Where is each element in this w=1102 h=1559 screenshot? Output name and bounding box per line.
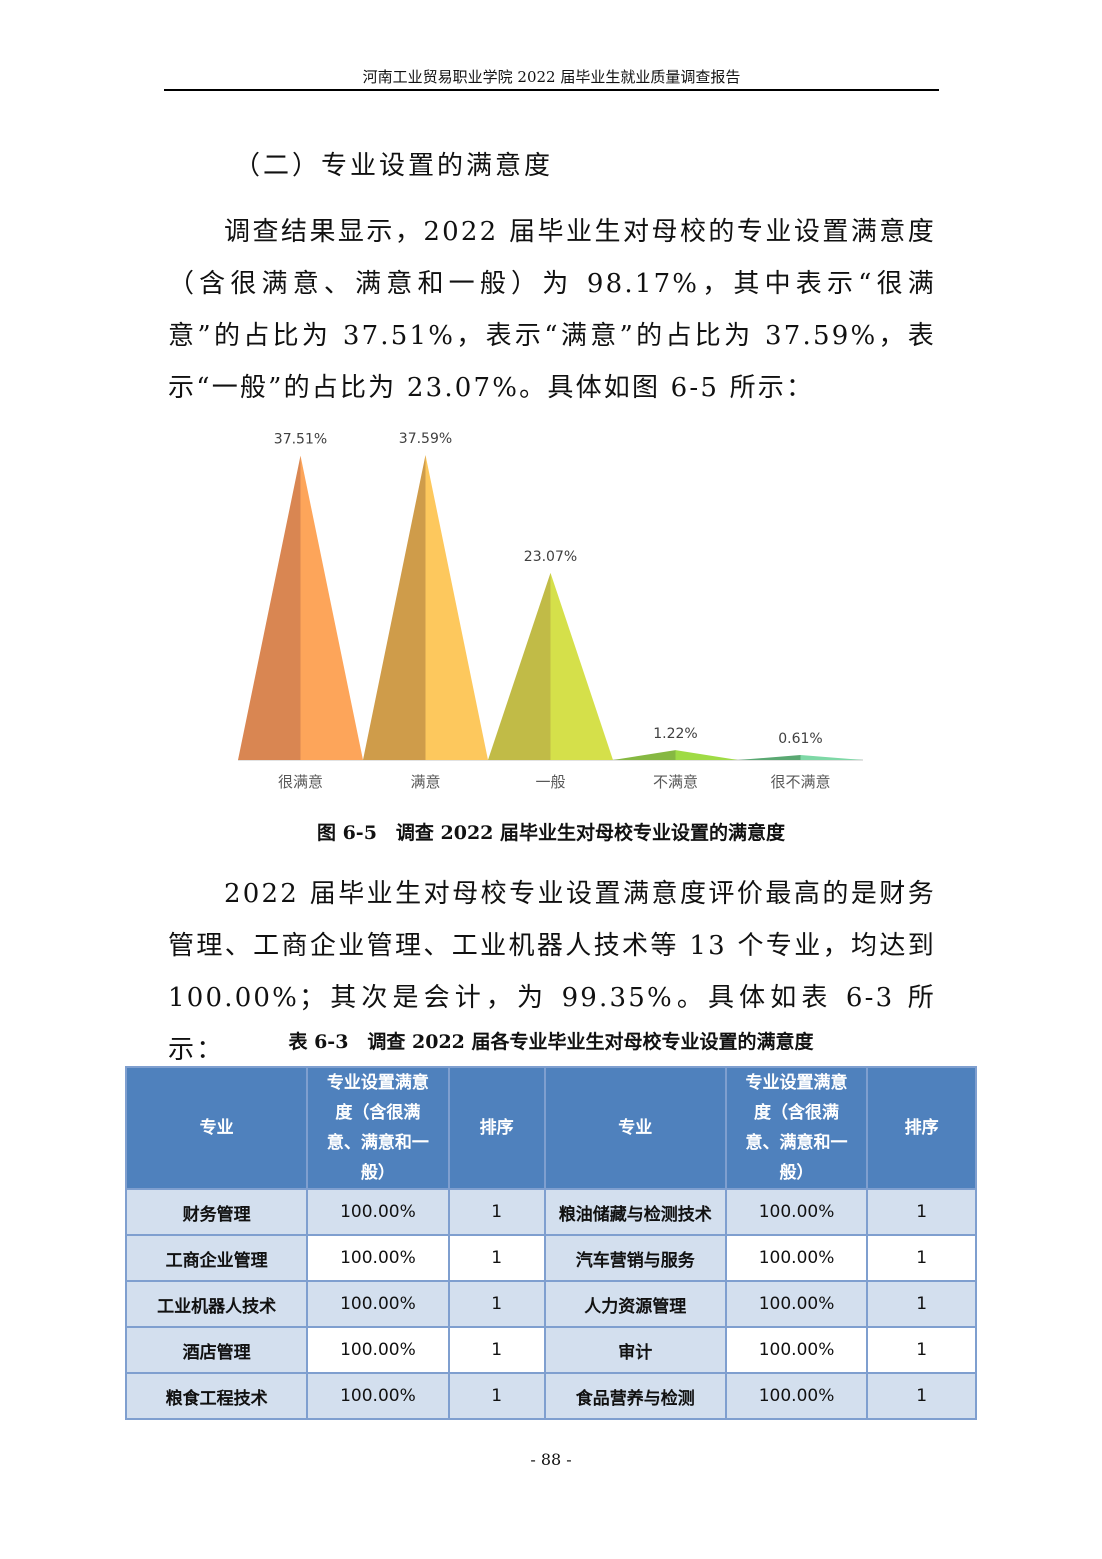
bar-left-0 (238, 455, 301, 760)
running-header: 河南工业贸易职业学院 2022 届毕业生就业质量调查报告 (362, 68, 741, 86)
satisfaction-cell: 100.00% (306, 1234, 450, 1282)
category-label: 很不满意 (770, 773, 830, 791)
rank-cell: 1 (447, 1280, 546, 1328)
satisfaction-cell: 100.00% (306, 1326, 450, 1374)
major-cell: 粮食工程技术 (124, 1372, 309, 1420)
figure-caption: 图 6-5 调查 2022 届毕业生对母校专业设置的满意度 (316, 822, 786, 844)
table-row: 酒店管理 100.00% 1 审计 100.00% 1 (124, 1326, 977, 1374)
bar-right-2 (550, 572, 613, 760)
satisfaction-cell: 100.00% (724, 1234, 869, 1282)
data-label: 37.51% (274, 432, 327, 448)
section-title: （二）专业设置的满意度 (234, 151, 554, 181)
data-label: 0.61% (778, 731, 822, 747)
rank-cell: 1 (866, 1372, 977, 1420)
bar-right-4 (800, 755, 863, 760)
paragraph-2: 2022 届毕业生对母校专业设置满意度评价最高的是财务管理、工商企业管理、工业机… (168, 879, 936, 1065)
page-number: - 88 - (530, 1450, 572, 1469)
header-rule (164, 89, 939, 91)
category-label: 满意 (410, 773, 440, 791)
satisfaction-table: 专业 专业设置满意度（含很满意、满意和一般） 排序 专业 专业设置满意度（含很满意、满意… (124, 1066, 977, 1420)
major-cell: 财务管理 (124, 1188, 309, 1236)
satisfaction-cell: 100.00% (724, 1326, 869, 1374)
major-cell: 酒店管理 (124, 1326, 309, 1374)
table-caption: 表 6-3 调查 2022 届各专业毕业生对母校专业设置的满意度 (288, 1031, 814, 1053)
rank-cell: 1 (866, 1234, 977, 1282)
data-label: 23.07% (524, 549, 577, 565)
rank-cell: 1 (866, 1280, 977, 1328)
bar-left-1 (363, 455, 426, 760)
table-row: 粮食工程技术 100.00% 1 食品营养与检测 100.00% 1 (124, 1372, 977, 1420)
major-cell: 粮油储藏与检测技术 (543, 1188, 727, 1236)
bar-right-0 (300, 455, 363, 760)
category-label: 一般 (535, 773, 565, 791)
bar-right-3 (675, 750, 738, 760)
table-row: 工商企业管理 100.00% 1 汽车营销与服务 100.00% 1 (124, 1234, 977, 1282)
bar-right-1 (425, 455, 488, 760)
bar-left-2 (488, 572, 551, 760)
satisfaction-cell: 100.00% (306, 1372, 450, 1420)
bar-left-4 (738, 755, 801, 760)
rank-cell: 1 (866, 1188, 977, 1236)
column-header: 排序 (866, 1066, 977, 1190)
satisfaction-cell: 100.00% (306, 1188, 450, 1236)
data-label: 1.22% (653, 726, 697, 742)
paragraph-1: 调查结果显示，2022 届毕业生对母校的专业设置满意度（含很满意、满意和一般）为… (168, 217, 936, 403)
satisfaction-cell: 100.00% (724, 1280, 869, 1328)
major-cell: 工商企业管理 (124, 1234, 309, 1282)
table-row: 工业机器人技术 100.00% 1 人力资源管理 100.00% 1 (124, 1280, 977, 1328)
rank-cell: 1 (447, 1188, 546, 1236)
column-header: 专业 (543, 1066, 727, 1190)
rank-cell: 1 (866, 1326, 977, 1374)
satisfaction-cell: 100.00% (724, 1372, 869, 1420)
major-cell: 工业机器人技术 (124, 1280, 309, 1328)
column-header: 专业设置满意度（含很满意、满意和一般） (724, 1066, 869, 1190)
major-cell: 审计 (543, 1326, 727, 1374)
satisfaction-cell: 100.00% (724, 1188, 869, 1236)
table-row: 财务管理 100.00% 1 粮油储藏与检测技术 100.00% 1 (124, 1188, 977, 1236)
bar-left-3 (613, 750, 676, 760)
major-cell: 人力资源管理 (543, 1280, 727, 1328)
column-header: 专业设置满意度（含很满意、满意和一般） (306, 1066, 450, 1190)
satisfaction-chart: 37.51% 很满意 37.59% 满意 23.07% 一般 1.22% 不满意 0.61% 很不… (238, 431, 863, 791)
category-label: 不满意 (653, 773, 698, 791)
column-header: 专业 (124, 1066, 309, 1190)
category-label: 很满意 (278, 773, 323, 791)
data-label: 37.59% (399, 431, 452, 447)
major-cell: 汽车营销与服务 (543, 1234, 727, 1282)
rank-cell: 1 (447, 1326, 546, 1374)
column-header: 排序 (447, 1066, 546, 1190)
major-cell: 食品营养与检测 (543, 1372, 727, 1420)
satisfaction-cell: 100.00% (306, 1280, 450, 1328)
rank-cell: 1 (447, 1372, 546, 1420)
rank-cell: 1 (447, 1234, 546, 1282)
